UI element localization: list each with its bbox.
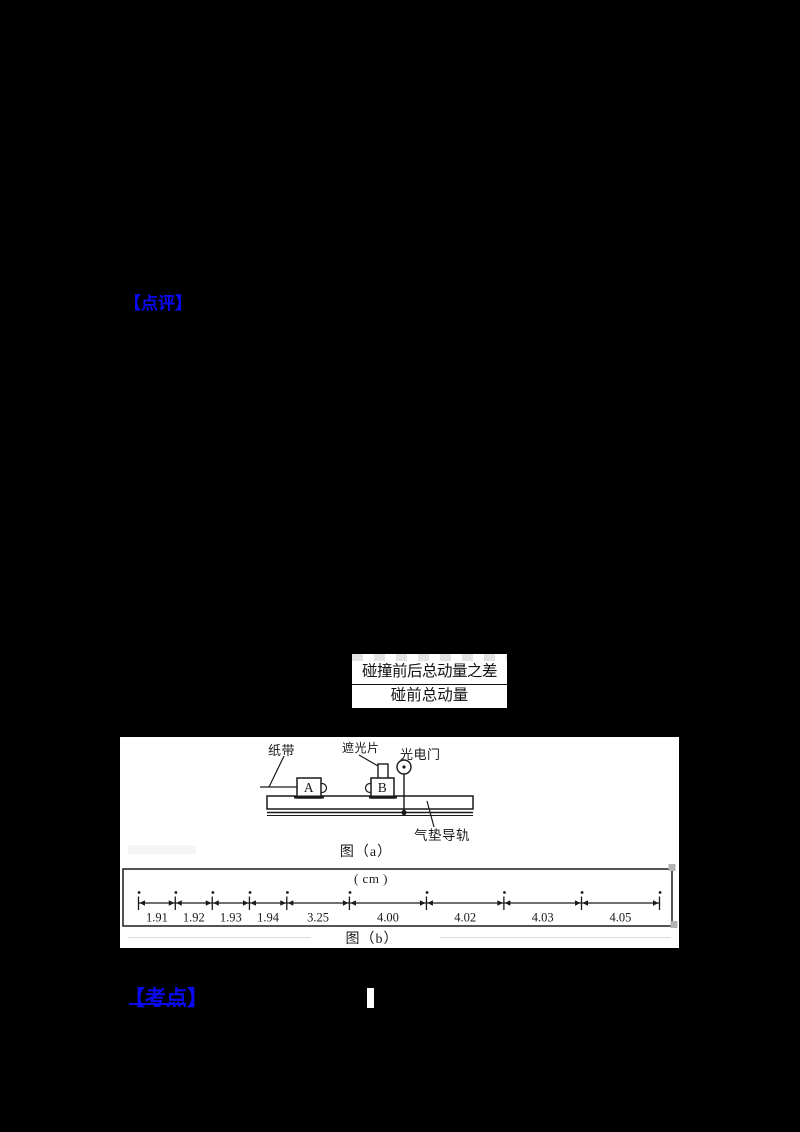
arrowhead-left-2 [213, 900, 219, 906]
tape-dot-8 [580, 891, 584, 894]
tape-measurement-value-8: 4.05 [610, 911, 632, 925]
photogate-base-dot [401, 809, 407, 816]
tape-measurement-value-4: 3.25 [307, 911, 329, 925]
tape-dot-3 [248, 891, 252, 894]
watermark-smudge [128, 845, 196, 854]
arrowhead-right-4 [342, 900, 349, 906]
arrowhead-right-3 [280, 900, 286, 906]
air-track-label: 气垫导轨 [414, 828, 470, 843]
shutter-pointer-line [358, 754, 379, 767]
arrowhead-left-0 [139, 900, 145, 906]
paper-tape-label: 纸带 [268, 743, 296, 758]
tape-measurement-value-5: 4.00 [377, 911, 399, 925]
tape-dot-0 [137, 891, 141, 894]
tape-dot-9 [658, 891, 662, 894]
text-cursor-block[interactable] [367, 988, 374, 1008]
tape-rect [122, 868, 673, 927]
tape-unit-label: ( cm ) [353, 871, 389, 886]
arrowhead-right-7 [574, 900, 581, 906]
shutter-label: 遮光片 [342, 741, 380, 755]
figure-a-linework [260, 754, 474, 828]
arrowhead-left-4 [287, 900, 294, 906]
tape-measurement-value-2: 1.93 [220, 911, 242, 925]
arrowhead-right-5 [419, 900, 426, 906]
tape-measurement-value-1: 1.92 [183, 911, 205, 925]
arrowhead-right-6 [497, 900, 503, 906]
selection-handle-bottom[interactable] [670, 921, 678, 928]
fraction-numerator: 碰撞前后总动量之差 [352, 661, 507, 685]
arrowhead-right-0 [168, 900, 175, 906]
tape-measurement-value-7: 4.03 [532, 911, 554, 925]
cart-b-letter: B [377, 780, 388, 795]
tape-dot-1 [174, 891, 178, 894]
momentum-fraction-formula: 碰撞前后总动量之差 碰前总动量 [352, 654, 507, 708]
tape-measurement-value-0: 1.91 [146, 911, 168, 925]
arrowhead-left-1 [176, 900, 182, 906]
caption-flank-line-left [128, 937, 311, 938]
figure-a-caption: 图（a） [339, 845, 393, 860]
photogate-label: 光电门 [400, 747, 441, 762]
tape-measurement-value-3: 1.94 [257, 911, 280, 925]
tape-dot-2 [211, 891, 215, 894]
figure-panel: 1.91 1.92 1.93 1.94 3.25 4.00 4.02 4.03 4.05 纸带 … [120, 737, 679, 948]
arrowhead-right-1 [205, 900, 212, 906]
exam-point-underline [129, 1003, 186, 1005]
photogate-center-dot [402, 765, 406, 769]
figure-diagram-svg: 1.91 1.92 1.93 1.94 3.25 4.00 4.02 4.03 4.05 [122, 754, 678, 928]
tape-dot-4 [286, 891, 289, 894]
arrowhead-right-8 [653, 900, 659, 906]
tape-dot-6 [425, 891, 429, 894]
figure-b-caption: 图（b） [345, 932, 399, 947]
arrowhead-left-3 [250, 900, 256, 906]
selection-handle-top[interactable] [668, 864, 676, 871]
formula-shading-artifact [352, 654, 507, 661]
paper-tape-pointer-line [268, 755, 285, 788]
tape-measurements-group: 1.91 1.92 1.93 1.94 3.25 4.00 4.02 4.03 4.05 [137, 891, 662, 925]
arrowhead-left-6 [427, 900, 433, 906]
section-label-review: 【点评】 [124, 294, 192, 313]
tape-dot-5 [348, 891, 352, 894]
section-label-exam-point: 【考点】 [124, 986, 208, 1010]
tape-measurement-value-6: 4.02 [454, 911, 476, 925]
air-track-pointer-line [426, 800, 435, 828]
cart-a-letter: A [303, 780, 315, 795]
arrowhead-right-2 [242, 900, 249, 906]
fraction-denominator: 碰前总动量 [390, 687, 469, 704]
arrowhead-left-8 [582, 900, 588, 906]
arrowhead-left-7 [504, 900, 511, 906]
arrowhead-left-5 [350, 900, 356, 906]
caption-flank-line-right [440, 937, 671, 938]
tape-dot-7 [503, 891, 506, 894]
